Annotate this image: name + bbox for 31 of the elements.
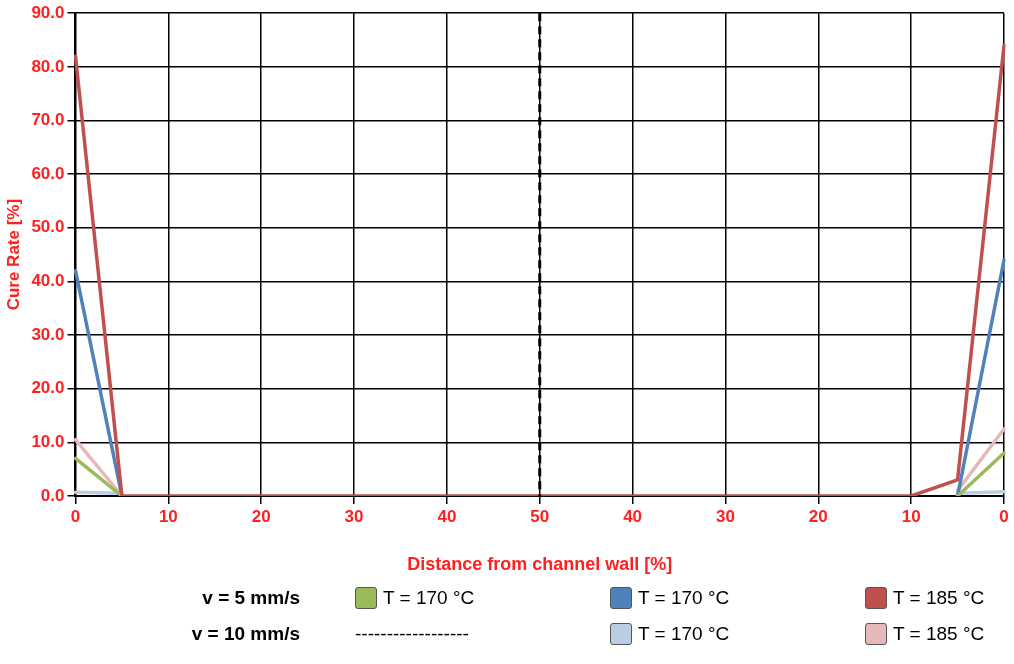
legend-label: T = 185 °C: [893, 587, 985, 609]
y-tick-label: 10.0: [31, 432, 65, 452]
y-tick-label: 40.0: [31, 271, 65, 291]
x-tick-label: 0: [70, 506, 81, 526]
y-tick-label: 50.0: [31, 217, 65, 237]
x-tick-label: 30: [344, 506, 364, 526]
y-tick-label: 0.0: [40, 485, 65, 505]
x-tick-label: 40: [437, 506, 457, 526]
x-tick-label: 40: [623, 506, 643, 526]
text: ------------------: [355, 623, 470, 645]
y-axis-title: Cure Rate [%]: [3, 198, 23, 311]
x-tick-label: 30: [715, 506, 735, 526]
legend-label: T = 170 °C: [638, 623, 730, 645]
y-tick-label: 70.0: [31, 110, 65, 130]
legend-label: T = 170 °C: [638, 587, 730, 609]
legend-label: T = 185 °C: [893, 623, 985, 645]
y-tick-label: 90.0: [31, 2, 65, 22]
text: v = 10 mm/s: [190, 623, 300, 645]
x-tick-label: 10: [901, 506, 921, 526]
x-tick-label: 20: [251, 506, 271, 526]
x-tick-label: 50: [530, 506, 550, 526]
legend-label: T = 170 °C: [383, 587, 475, 609]
text: v = 5 mm/s: [201, 587, 300, 609]
y-tick-label: 30.0: [31, 324, 65, 344]
x-tick-label: 20: [808, 506, 828, 526]
x-tick-label: 10: [158, 506, 178, 526]
x-tick-label: 0: [999, 506, 1009, 526]
y-tick-label: 20.0: [31, 378, 65, 398]
x-axis-title: Distance from channel wall [%]: [407, 554, 673, 575]
y-tick-label: 60.0: [31, 163, 65, 183]
y-tick-label: 80.0: [31, 56, 65, 76]
